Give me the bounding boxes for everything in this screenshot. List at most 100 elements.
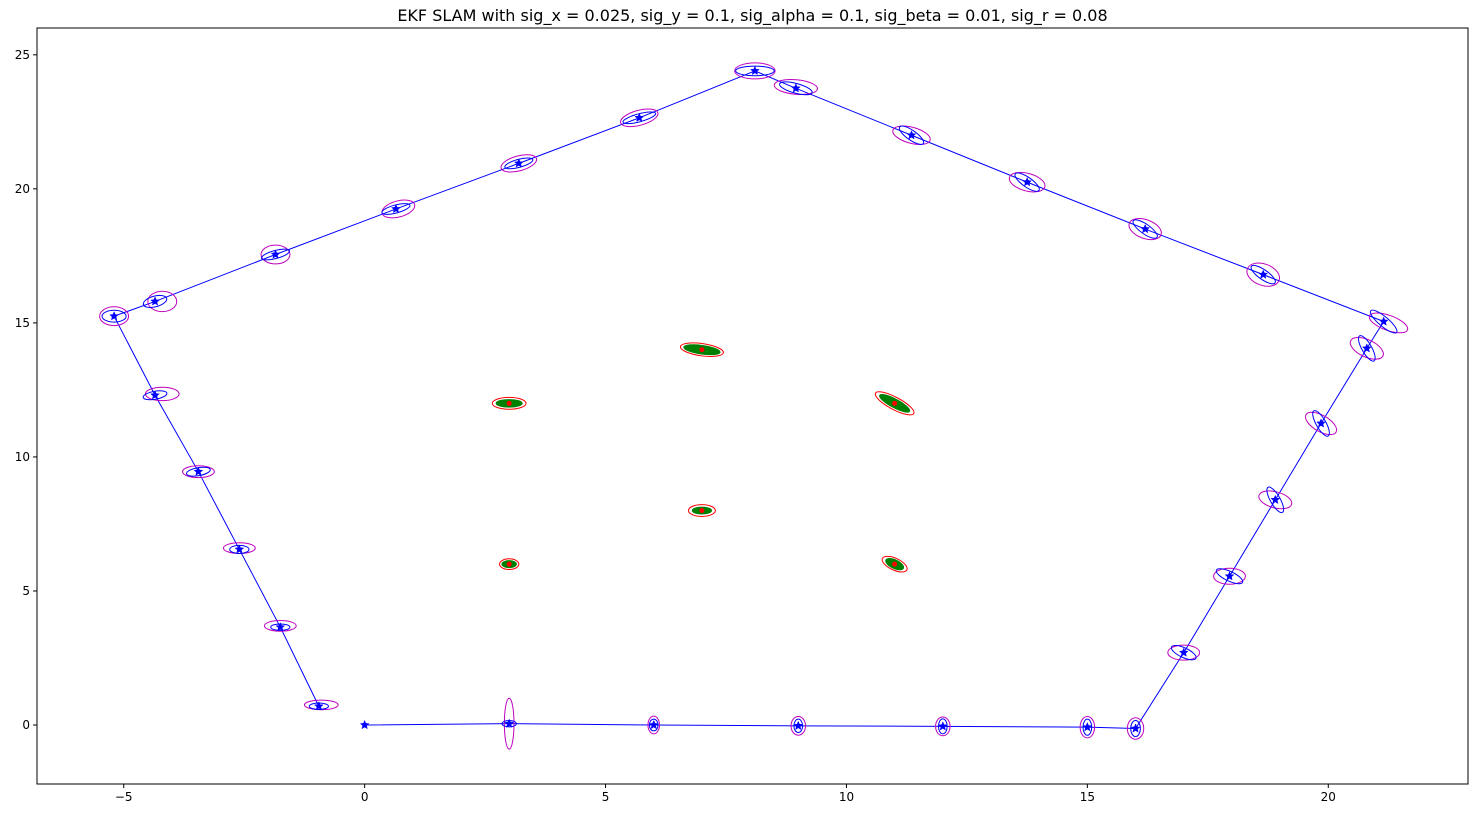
pose-covariance-inner	[1357, 335, 1376, 362]
pose-covariance-outer	[892, 125, 931, 145]
pose-marker	[150, 296, 160, 306]
pose-covariance-inner	[622, 111, 657, 125]
landmark-point	[506, 400, 512, 406]
pose-covariance-outer	[99, 306, 130, 327]
pose-marker	[1082, 722, 1093, 732]
pose-marker	[790, 83, 801, 93]
pose-covariance-outer	[503, 697, 515, 750]
pose-covariance-outer	[773, 79, 818, 95]
y-tick-label: 15	[15, 316, 30, 330]
landmark-covariance-ellipse	[687, 504, 716, 517]
pose-covariance-outer	[1258, 490, 1293, 510]
pose-marker	[1178, 647, 1189, 657]
pose-covariance-inner	[142, 390, 168, 401]
pose-covariance-inner	[1215, 568, 1244, 585]
landmark-covariance-ellipse	[491, 396, 527, 410]
pose-covariance-outer	[1008, 171, 1046, 193]
pose-marker	[234, 544, 245, 554]
pose-covariance-inner	[504, 157, 534, 170]
x-tick-label: 5	[602, 790, 610, 804]
pose-covariance-outer	[1368, 312, 1409, 334]
pose-covariance-inner	[1369, 309, 1398, 334]
pose-covariance-outer	[182, 465, 215, 479]
pose-marker	[1361, 343, 1372, 353]
landmark-point	[699, 508, 705, 514]
pose-marker	[906, 130, 917, 140]
pose-marker	[750, 65, 760, 76]
pose-marker	[275, 622, 286, 632]
landmark-covariance-ellipse	[874, 391, 915, 416]
pose-covariance-outer	[147, 290, 178, 313]
pose-marker	[1378, 316, 1389, 326]
x-tick-label: 0	[361, 790, 369, 804]
pose-marker	[1258, 269, 1269, 279]
pose-marker	[513, 158, 524, 168]
pose-marker	[793, 720, 804, 730]
pose-marker	[391, 203, 401, 214]
pose-marker	[937, 721, 948, 731]
pose-covariance-inner	[779, 81, 813, 96]
pose-marker	[150, 390, 160, 400]
pose-covariance-inner	[381, 203, 411, 215]
y-tick-label: 5	[22, 584, 30, 598]
pose-covariance-inner	[793, 718, 804, 734]
x-tick-label: −5	[115, 790, 133, 804]
x-tick-label: 15	[1080, 790, 1095, 804]
pose-marker	[504, 718, 515, 728]
pose-covariance-outer	[1349, 337, 1384, 360]
pose-covariance-inner	[1130, 719, 1141, 738]
pose-covariance-inner	[937, 718, 948, 735]
pose-covariance-inner	[260, 248, 291, 261]
pose-covariance-outer	[1126, 717, 1145, 740]
y-tick-label: 0	[22, 718, 30, 732]
pose-covariance-inner	[186, 466, 211, 477]
landmark-point	[506, 561, 512, 567]
y-tick-label: 25	[15, 48, 30, 62]
pose-marker	[359, 719, 370, 730]
pose-covariance-outer	[1079, 715, 1096, 739]
pose-marker	[1270, 494, 1281, 504]
pose-covariance-outer	[790, 715, 806, 736]
pose-covariance-outer	[647, 715, 661, 735]
pose-covariance-inner	[648, 718, 659, 732]
pose-covariance-outer	[1246, 262, 1280, 287]
pose-covariance-inner	[1170, 644, 1197, 661]
pose-covariance-outer	[1128, 218, 1162, 241]
pose-marker	[634, 112, 645, 122]
pose-marker	[1022, 176, 1033, 187]
landmark-covariance-ellipse	[499, 558, 520, 571]
x-tick-label: 20	[1321, 790, 1336, 804]
pose-marker	[193, 466, 204, 476]
pose-covariance-inner	[142, 294, 168, 308]
trajectory-line	[113, 70, 1385, 730]
plot-area	[99, 62, 1409, 750]
pose-covariance-outer	[935, 716, 951, 737]
pose-covariance-inner	[1266, 486, 1285, 514]
pose-covariance-inner	[1082, 718, 1093, 736]
pose-marker	[1224, 571, 1235, 581]
pose-covariance-outer	[620, 108, 659, 128]
axes-frame	[36, 27, 1469, 785]
pose-covariance-outer	[1213, 567, 1246, 585]
landmark-covariance-ellipse	[679, 342, 724, 358]
y-tick-label: 20	[15, 182, 30, 196]
x-tick-label: 10	[839, 790, 854, 804]
pose-covariance-outer	[1167, 644, 1201, 661]
pose-covariance-outer	[500, 154, 538, 173]
pose-marker	[313, 701, 324, 711]
pose-covariance-inner	[101, 309, 127, 323]
pose-marker	[1140, 223, 1151, 234]
pose-marker	[1130, 723, 1141, 733]
landmark-point	[699, 347, 705, 353]
pose-covariance-inner	[1312, 410, 1330, 437]
pose-marker	[648, 719, 659, 730]
pose-marker	[1316, 418, 1326, 428]
pose-covariance-outer	[263, 619, 297, 632]
pose-covariance-outer	[734, 62, 776, 80]
pose-covariance-outer	[260, 244, 291, 265]
y-tick-label: 10	[15, 450, 30, 464]
pose-covariance-outer	[1304, 411, 1338, 436]
pose-marker	[270, 249, 281, 259]
pose-marker	[109, 311, 119, 321]
